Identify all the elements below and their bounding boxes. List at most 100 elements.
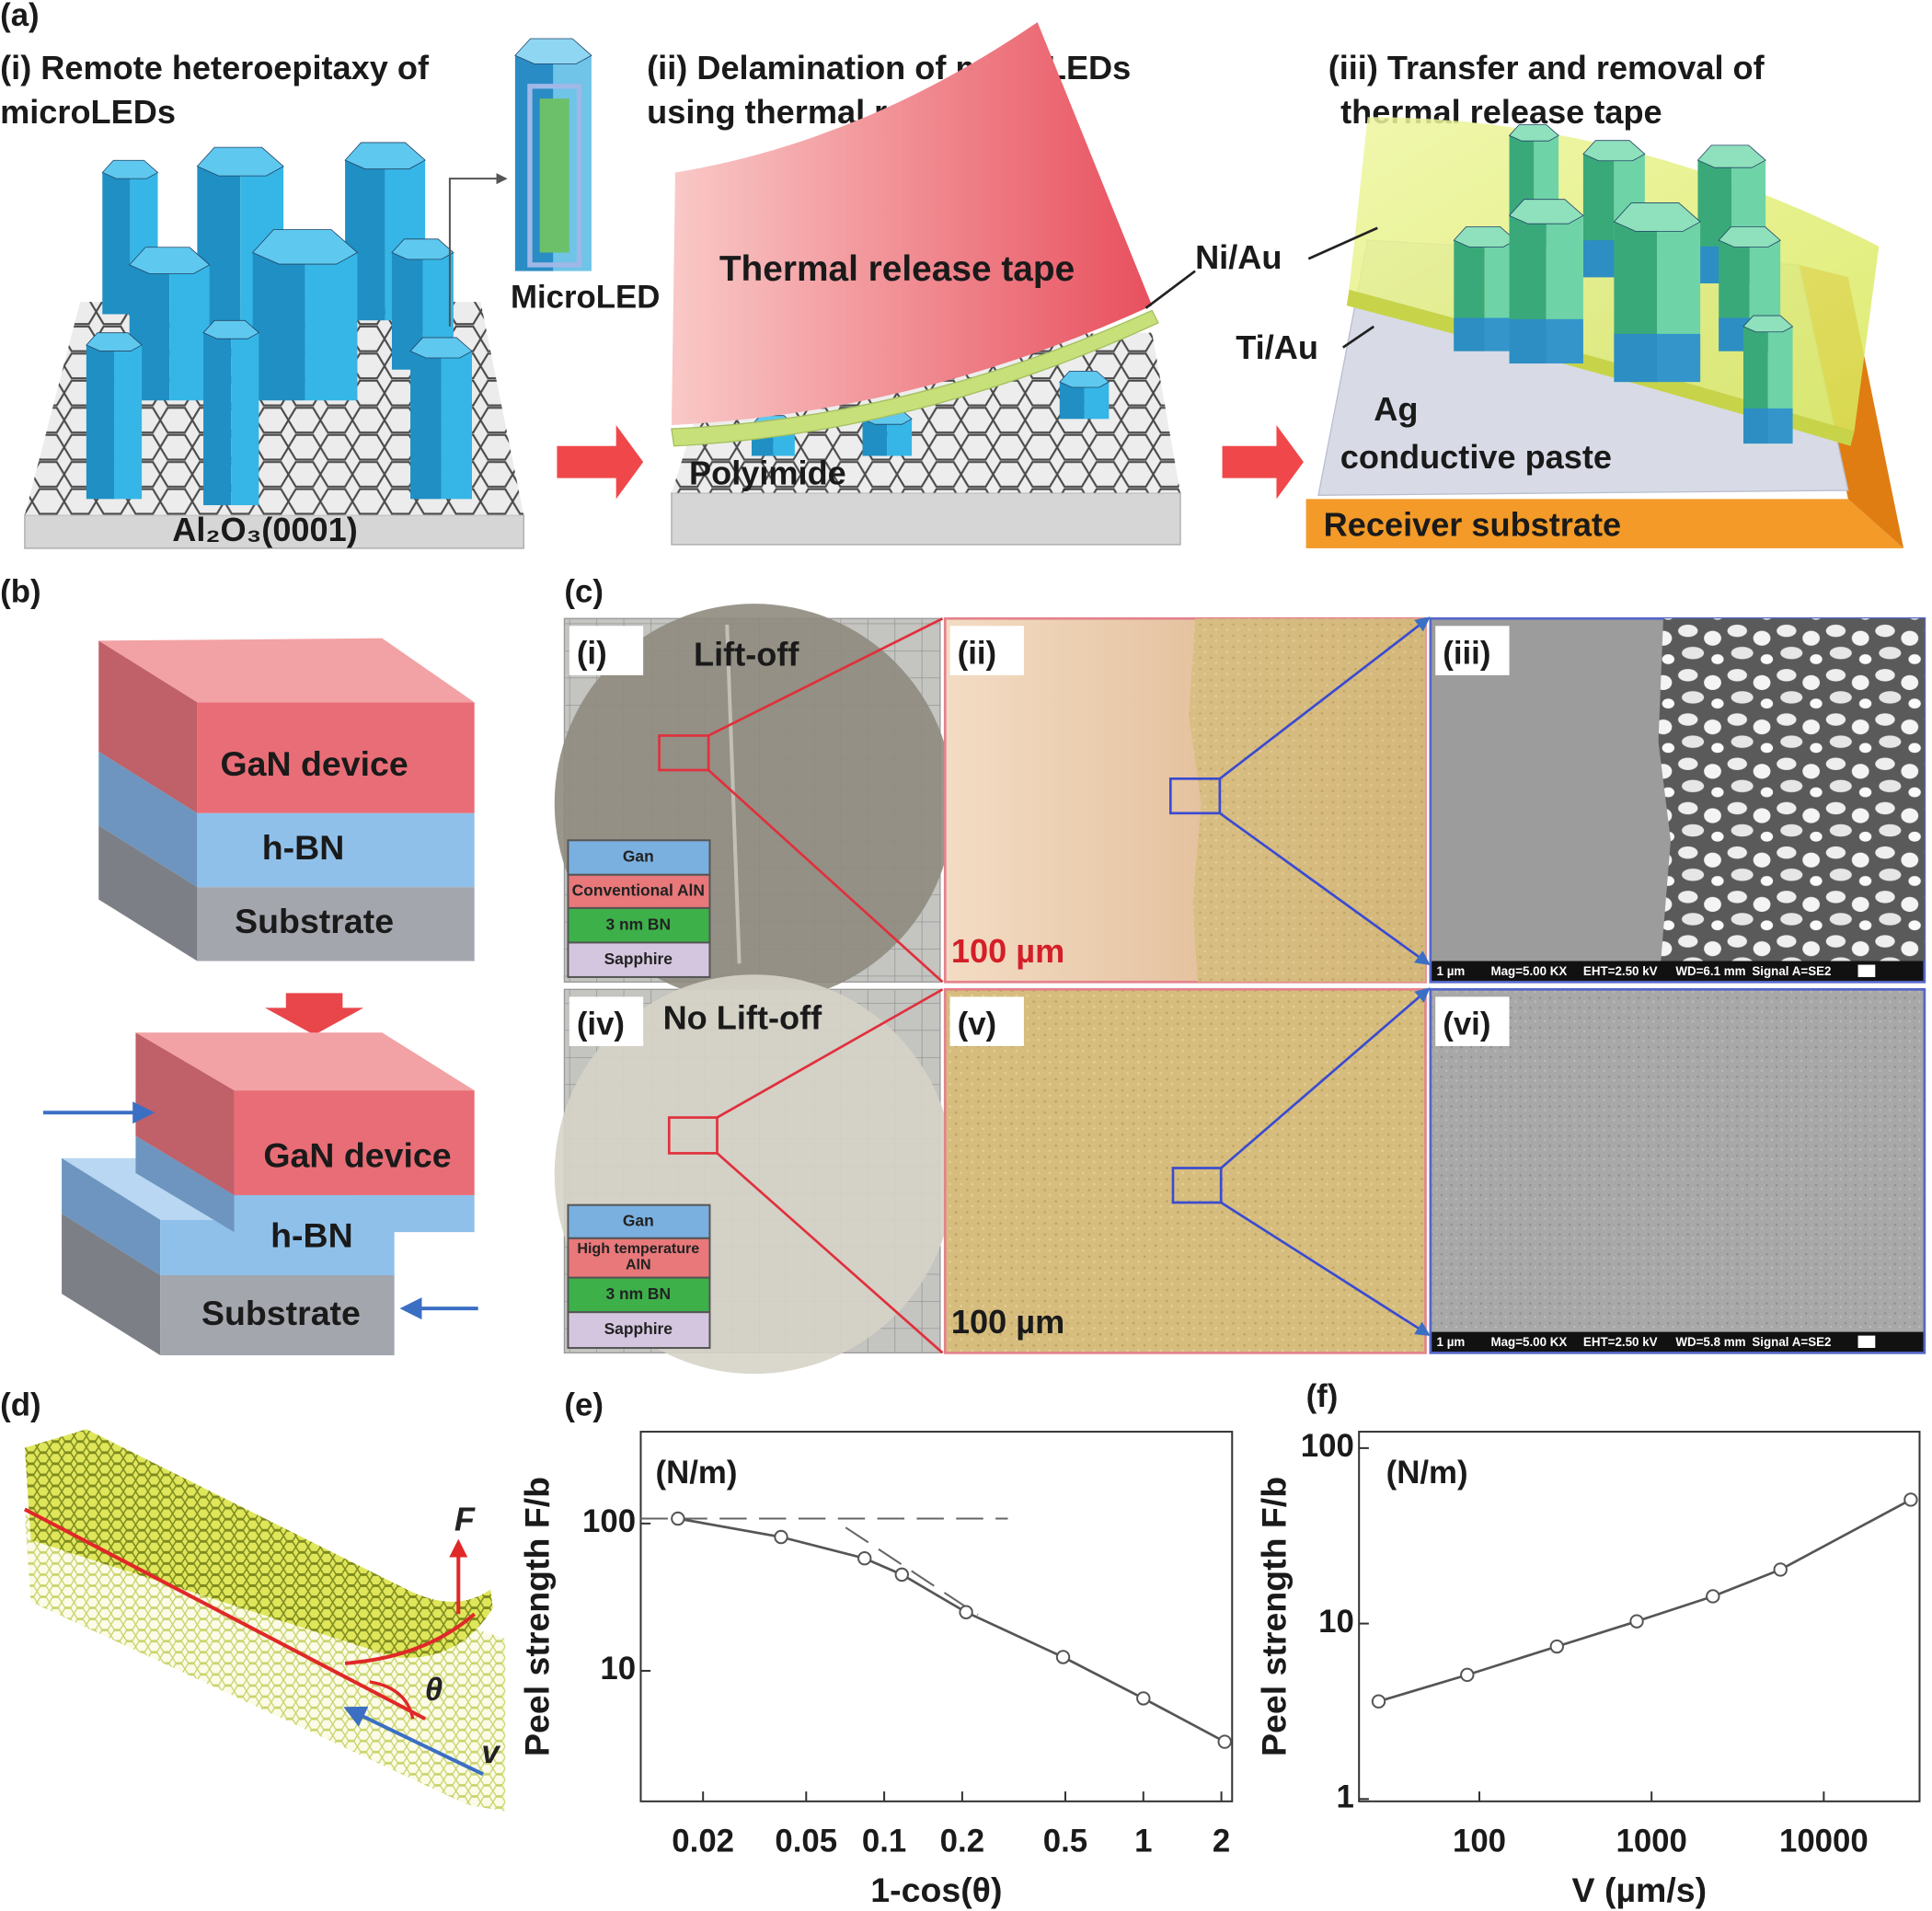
y-tick-label: 100 (582, 1503, 636, 1539)
leader (1307, 226, 1378, 260)
prism-top (202, 319, 260, 340)
zoom-line (716, 988, 944, 1119)
y-tick-label: 1 (1336, 1779, 1353, 1814)
panel-label: (v) (958, 1007, 997, 1042)
data-point (1773, 1562, 1788, 1577)
prism-face (410, 351, 442, 500)
label: 1 µm (1437, 964, 1466, 978)
x-tick-label: 1000 (1616, 1824, 1686, 1859)
zoom-line (1220, 1201, 1431, 1337)
big-arrow (557, 425, 644, 500)
label: Polyimide (689, 454, 846, 491)
data-point (1055, 1650, 1071, 1664)
prism-top (1718, 225, 1781, 248)
label: No Lift-off (663, 998, 823, 1036)
prism-top (129, 247, 211, 274)
stack-layer (567, 941, 711, 978)
data-point (1136, 1691, 1151, 1706)
zoom-line (1219, 616, 1431, 780)
label: (a) (0, 0, 40, 33)
velocity-arrow (343, 1706, 484, 1777)
data-point (894, 1567, 909, 1583)
panel-label: (ii) (958, 636, 997, 672)
scale-bar: 100 µm (951, 1303, 1064, 1341)
data-line (677, 1517, 1225, 1744)
label: EHT=2.50 kV (1583, 1335, 1658, 1349)
panel-label: (iv) (577, 1007, 625, 1042)
label: Al₂O₃(0001) (172, 511, 358, 548)
y-tick-label: 10 (1318, 1604, 1354, 1640)
prism-top (196, 146, 284, 177)
sem-footer (1432, 961, 1924, 981)
stack-label: Sapphire (604, 1319, 673, 1338)
gan-layer (197, 702, 475, 813)
data-point (1549, 1639, 1564, 1654)
leader (1342, 325, 1375, 349)
label: F (454, 1500, 476, 1537)
panel-label: (iii) (1443, 636, 1490, 672)
prism-face (203, 332, 232, 506)
data-point (1629, 1614, 1644, 1629)
x-tick-label: 0.5 (1043, 1824, 1087, 1859)
substrate-layer (197, 887, 475, 961)
prism-face (86, 344, 114, 500)
stack-label: Conventional AlN (572, 881, 705, 899)
zoom-box (667, 1116, 719, 1155)
stack-label: 3 nm BN (606, 1284, 672, 1303)
prism-top (1059, 370, 1110, 388)
block-top (135, 1032, 475, 1091)
prism-top (1613, 202, 1701, 232)
zoom-box (1171, 1167, 1223, 1204)
panel-tag (569, 996, 644, 1046)
stack-label: Sapphire (604, 950, 673, 968)
zoom-box (658, 734, 710, 772)
block-left (135, 1032, 235, 1195)
data-point (1903, 1492, 1918, 1507)
prism-face (169, 264, 210, 401)
x-tick-label: 10000 (1779, 1824, 1869, 1859)
label: GaN device (263, 1136, 451, 1175)
panel-tag (569, 626, 644, 675)
lift-edge (1189, 618, 1426, 983)
prism-top (1582, 140, 1646, 162)
big-arrow (1222, 425, 1304, 500)
zoom-line (716, 1152, 944, 1354)
lattice-upper (24, 1429, 493, 1658)
prism-face (441, 351, 473, 500)
prism-face (113, 344, 143, 500)
peel-curve (344, 1612, 477, 1665)
angle-arc (369, 1680, 415, 1720)
sem-scale (1857, 964, 1876, 977)
plot-frame (639, 1431, 1234, 1802)
label: GaN device (221, 744, 408, 783)
prism-top (86, 332, 143, 351)
label: Ni/Au (1195, 238, 1282, 276)
crack (725, 624, 742, 964)
substrate-layer (160, 1275, 395, 1356)
panel-label: (vi) (1443, 1007, 1490, 1042)
label: θ (425, 1672, 443, 1708)
zoom-line (1220, 987, 1431, 1169)
thermal-tape (671, 22, 1153, 426)
label: (c) (564, 574, 604, 610)
y-axis-label: Peel strength F/b (518, 1477, 557, 1756)
prism-base (1454, 317, 1516, 351)
panel-tag (949, 626, 1024, 675)
y-tick-label: 10 (600, 1651, 636, 1687)
zoom-line (707, 768, 944, 984)
prism-face (887, 419, 913, 456)
scale-bar: 100 µm (951, 932, 1064, 970)
panel-tag (1435, 626, 1510, 675)
stack-label: High temperature AlN (577, 1240, 699, 1272)
x-axis-label: 1-cos(θ) (870, 1871, 1002, 1909)
label: WD=6.1 mm (1675, 964, 1745, 978)
prism-face (305, 252, 358, 401)
label: Substrate (201, 1294, 361, 1332)
prism-top (1742, 315, 1794, 333)
label: conductive paste (1340, 438, 1612, 476)
stack-layer (567, 1311, 711, 1350)
data-point (959, 1605, 973, 1619)
prism-top (514, 38, 592, 64)
optical-image (943, 987, 1427, 1354)
zoom-line (707, 617, 944, 737)
